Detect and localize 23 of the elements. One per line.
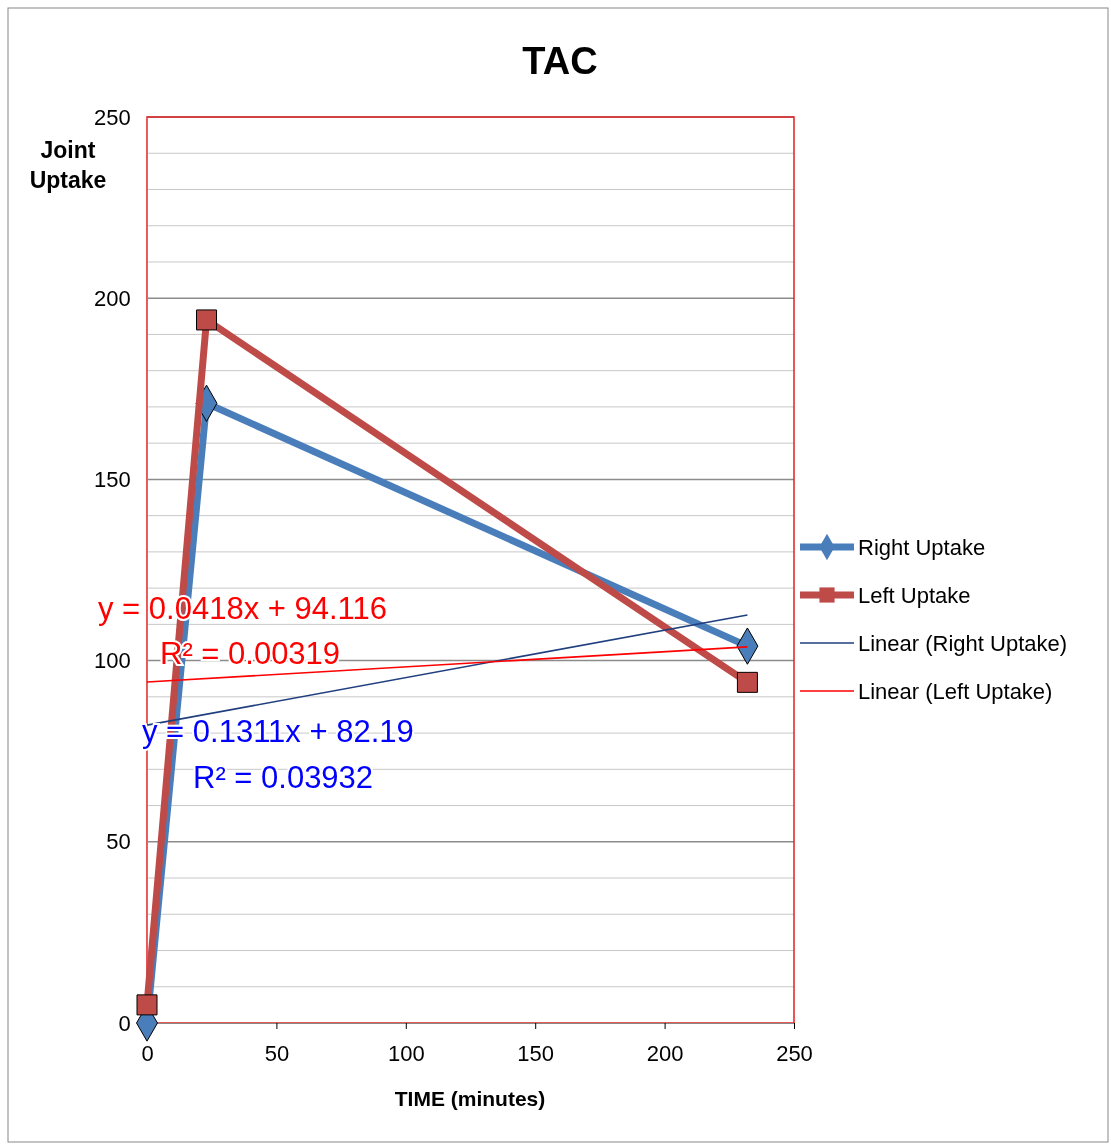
x-tick-label: 0 — [141, 1040, 154, 1066]
y-tick-label: 0 — [118, 1010, 131, 1036]
point — [736, 671, 758, 693]
x-tick-label: 50 — [264, 1040, 290, 1066]
x-tick-label: 100 — [387, 1040, 425, 1066]
legend-label: Linear (Left Uptake) — [858, 679, 1053, 704]
x-tick-label: 150 — [517, 1040, 555, 1066]
point — [196, 309, 218, 331]
y-tick-label: 250 — [94, 104, 131, 130]
y-tick-label: 100 — [94, 648, 131, 674]
legend-label: Left Uptake — [858, 583, 971, 608]
y-tick-label: 150 — [94, 466, 131, 492]
chart-title: TAC — [522, 40, 598, 82]
annotation: R² = 0.03932 — [193, 760, 374, 795]
point — [136, 994, 158, 1016]
x-axis-title: TIME (minutes) — [394, 1087, 546, 1110]
y-tick-label: 200 — [94, 285, 131, 311]
legend-label: Linear (Right Uptake) — [858, 631, 1068, 656]
y-axis-title: Joint Uptake — [29, 137, 107, 193]
x-tick-label: 200 — [646, 1040, 684, 1066]
y-tick-label: 50 — [106, 829, 131, 855]
legend-label: Right Uptake — [858, 535, 986, 560]
x-tick-label: 250 — [776, 1040, 813, 1066]
